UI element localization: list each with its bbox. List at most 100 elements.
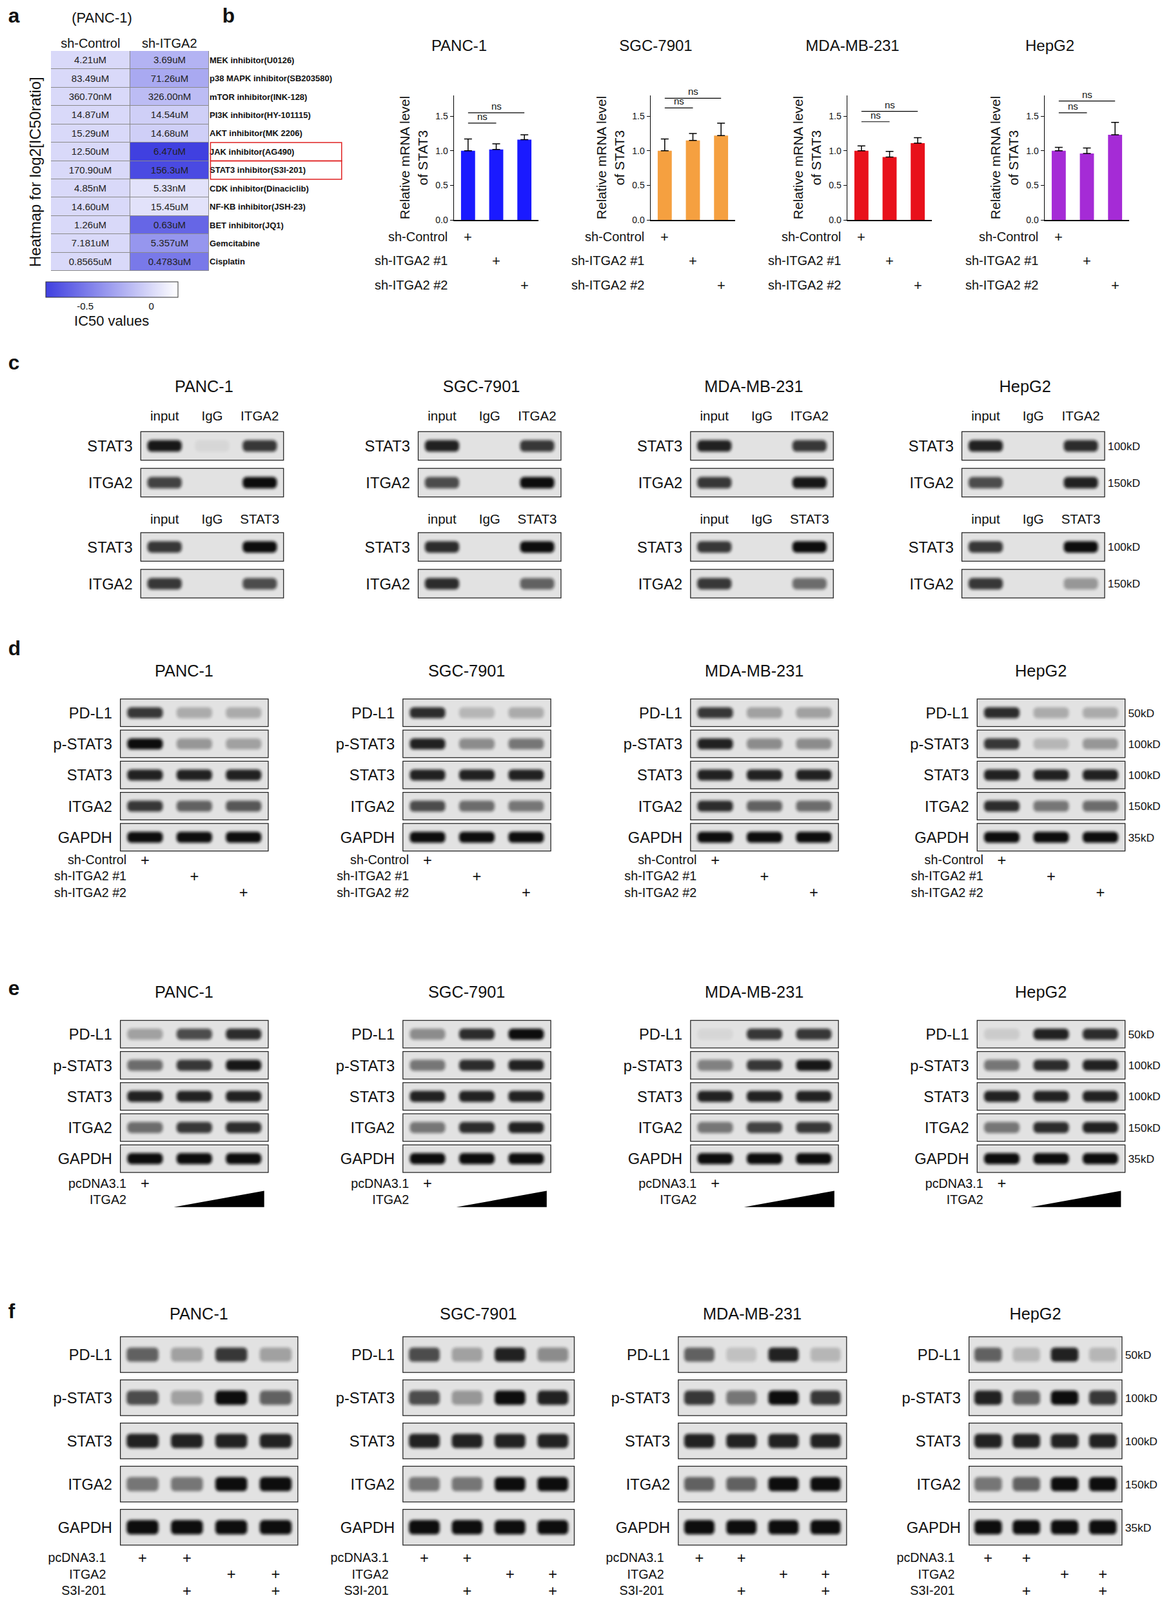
svg-text:0.0: 0.0 [631,214,645,226]
svg-text:+: + [226,1565,237,1583]
svg-text:IgG: IgG [751,408,773,424]
svg-text:0.0: 0.0 [1025,214,1039,226]
svg-text:PD-L1: PD-L1 [69,1346,113,1364]
svg-text:+: + [463,1582,473,1600]
svg-text:0.63uM: 0.63uM [153,219,186,231]
svg-text:MDA-MB-231: MDA-MB-231 [702,1304,802,1323]
svg-text:+: + [820,1565,830,1583]
svg-text:ITGA2: ITGA2 [909,474,954,492]
svg-text:STAT3: STAT3 [364,437,411,455]
svg-text:sh-ITGA2 #1: sh-ITGA2 #1 [768,253,841,268]
svg-text:ITGA2: ITGA2 [946,1192,984,1207]
svg-text:35kD: 35kD [1127,831,1155,845]
svg-text:p38 MAPK inhibitor(SB203580): p38 MAPK inhibitor(SB203580) [209,73,333,84]
svg-text:STAT3: STAT3 [908,437,954,455]
svg-text:MDA-MB-231: MDA-MB-231 [704,377,803,396]
svg-text:GAPDH: GAPDH [340,1519,395,1537]
svg-text:STAT3: STAT3 [67,1088,113,1106]
svg-text:1.5: 1.5 [631,111,645,122]
svg-text:p-STAT3: p-STAT3 [623,1057,683,1075]
svg-text:mTOR inhibitor(INK-128): mTOR inhibitor(INK-128) [209,92,307,102]
svg-text:STAT3: STAT3 [789,511,830,527]
svg-text:ITGA2: ITGA2 [67,1119,113,1137]
svg-text:ITGA2: ITGA2 [909,575,954,593]
svg-text:IgG: IgG [479,511,501,527]
svg-text:sh-ITGA2 #1: sh-ITGA2 #1 [571,253,645,268]
svg-text:GAPDH: GAPDH [628,829,683,847]
svg-text:b: b [222,3,235,28]
svg-text:ITGA2: ITGA2 [638,474,683,492]
svg-text:MDA-MB-231: MDA-MB-231 [704,982,804,1001]
svg-text:1.5: 1.5 [829,111,843,122]
svg-text:+: + [857,228,866,246]
svg-text:+: + [189,867,199,885]
svg-text:+: + [182,1582,192,1600]
svg-text:150kD: 150kD [1125,1478,1158,1491]
svg-text:S3I-201: S3I-201 [619,1583,664,1598]
svg-text:7.181uM: 7.181uM [71,237,109,249]
svg-text:S3I-201: S3I-201 [61,1583,106,1598]
svg-text:71.26uM: 71.26uM [150,72,189,84]
svg-text:+: + [717,277,726,294]
svg-text:0.5: 0.5 [1025,180,1039,191]
svg-text:+: + [138,1549,148,1567]
svg-text:+: + [885,252,894,269]
svg-text:HepG2: HepG2 [999,377,1052,396]
svg-text:STAT3: STAT3 [923,1088,969,1106]
svg-text:IgG: IgG [201,511,223,527]
svg-text:+: + [983,1549,993,1567]
svg-text:sh-Control: sh-Control [781,229,841,244]
svg-text:5.33nM: 5.33nM [153,182,186,194]
svg-text:GAPDH: GAPDH [914,829,969,847]
svg-text:p-STAT3: p-STAT3 [53,735,113,753]
svg-text:ITGA2: ITGA2 [350,1476,396,1493]
svg-text:input: input [427,511,457,527]
svg-text:sh-Control: sh-Control [67,852,127,867]
svg-text:sh-ITGA2 #2: sh-ITGA2 #2 [374,277,448,293]
svg-text:0.0: 0.0 [435,214,449,226]
svg-text:+: + [710,851,720,869]
svg-text:ITGA2: ITGA2 [365,575,411,593]
svg-text:(PANC-1): (PANC-1) [71,9,133,26]
svg-text:p-STAT3: p-STAT3 [335,735,395,753]
svg-text:p-STAT3: p-STAT3 [909,1057,969,1075]
svg-text:35kD: 35kD [1127,1152,1155,1166]
svg-text:326.00nM: 326.00nM [148,90,192,102]
svg-text:Relative mRNA levelof STAT3: Relative mRNA levelof STAT3 [593,96,627,220]
svg-text:input: input [971,408,1001,424]
svg-text:150kD: 150kD [1127,799,1161,813]
svg-text:0.5: 0.5 [435,180,449,191]
svg-text:+: + [688,252,698,269]
svg-text:100kD: 100kD [1107,540,1141,554]
svg-text:ITGA2: ITGA2 [638,1119,683,1137]
svg-text:+: + [419,1549,429,1567]
svg-text:sh-Control: sh-Control [637,852,697,867]
svg-text:150kD: 150kD [1107,476,1141,490]
svg-text:GAPDH: GAPDH [906,1519,961,1537]
svg-text:SGC-7901: SGC-7901 [428,661,506,680]
svg-text:ITGA2: ITGA2 [638,798,683,816]
svg-text:ITGA2: ITGA2 [1061,408,1100,424]
svg-text:a: a [8,3,20,28]
svg-text:4.21uM: 4.21uM [74,54,107,66]
svg-text:GAPDH: GAPDH [914,1150,969,1168]
svg-text:STAT3: STAT3 [517,511,558,527]
svg-text:GAPDH: GAPDH [58,1150,113,1168]
svg-text:ns: ns [884,99,896,111]
svg-text:STAT3: STAT3 [349,766,395,784]
svg-text:0.8565uM: 0.8565uM [69,256,113,267]
svg-text:IgG: IgG [1022,408,1045,424]
svg-text:pcDNA3.1: pcDNA3.1 [925,1176,984,1191]
svg-text:sh-Control: sh-Control [924,852,984,867]
svg-text:100kD: 100kD [1127,1058,1161,1072]
svg-text:sh-ITGA2 #1: sh-ITGA2 #1 [336,868,409,883]
svg-text:ns: ns [688,85,699,97]
svg-text:ITGA2: ITGA2 [638,575,683,593]
svg-text:STAT3: STAT3 [87,437,133,455]
svg-text:+: + [472,867,482,885]
svg-text:+: + [809,884,819,901]
svg-text:+: + [520,277,529,294]
svg-text:GAPDH: GAPDH [58,1519,113,1537]
svg-text:PD-L1: PD-L1 [925,704,969,722]
svg-text:+: + [710,1174,720,1192]
